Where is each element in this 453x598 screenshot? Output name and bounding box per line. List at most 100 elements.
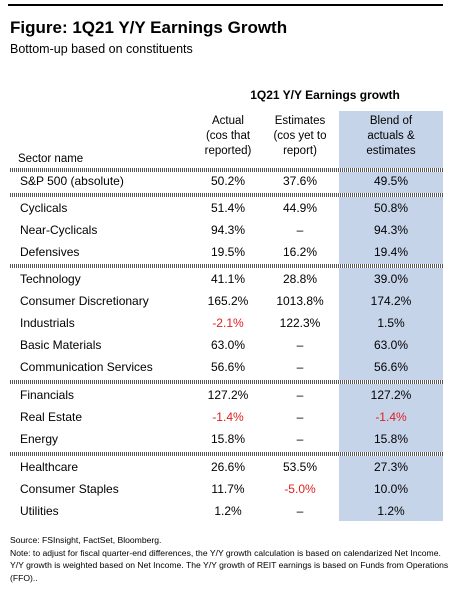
sector-name: Near-Cyclicals <box>20 223 98 237</box>
table-row: Utilities 1.2% – 1.2% <box>0 502 453 520</box>
blend-value: 19.4% <box>373 245 409 259</box>
table-row: Industrials -2.1% 122.3% 1.5% <box>0 314 453 332</box>
blend-value: 174.2% <box>370 294 412 308</box>
blend-value: 10.0% <box>373 482 409 496</box>
blend-value: 127.2% <box>370 388 412 402</box>
figure-subtitle: Bottom-up based on constituents <box>10 42 193 56</box>
actual-value: 165.2% <box>207 294 249 308</box>
actual-value: 1.2% <box>214 504 242 518</box>
table-row: Near-Cyclicals 94.3% – 94.3% <box>0 221 453 239</box>
actual-value: 11.7% <box>211 482 245 496</box>
row-separator <box>10 193 443 197</box>
estimates-value: 44.9% <box>282 201 318 215</box>
estimates-value: – <box>296 338 304 352</box>
sector-name: Defensives <box>20 245 80 259</box>
table-row: Energy 15.8% – 15.8% <box>0 430 453 448</box>
header-blend-line: Blend of <box>369 115 413 127</box>
sector-name: Communication Services <box>20 360 153 374</box>
table-group-header: 1Q21 Y/Y Earnings growth <box>250 88 400 102</box>
blend-value: 1.2% <box>377 504 405 518</box>
sector-name: Consumer Staples <box>20 482 119 496</box>
header-estimates: Estimates (cos yet to report) <box>266 114 334 159</box>
blend-value: 63.0% <box>373 338 409 352</box>
blend-value: 94.3% <box>373 223 409 237</box>
actual-value: 26.6% <box>210 460 246 474</box>
actual-value: 15.8% <box>210 432 246 446</box>
estimates-value: 53.5% <box>282 460 318 474</box>
sector-name: Healthcare <box>20 460 79 474</box>
sector-name: S&P 500 (absolute) <box>20 174 124 188</box>
methodology-note: Note: to adjust for fiscal quarter-end d… <box>10 547 449 583</box>
blend-value: 27.3% <box>373 460 409 474</box>
estimates-value: – <box>296 410 304 424</box>
table-row: Healthcare 26.6% 53.5% 27.3% <box>0 458 453 476</box>
actual-value-negative: -1.4% <box>212 410 244 424</box>
header-sector-name: Sector name <box>18 153 84 165</box>
estimates-value: 1013.8% <box>276 294 324 308</box>
blend-value: 39.0% <box>373 272 409 286</box>
table-row: Financials 127.2% – 127.2% <box>0 386 453 404</box>
actual-value-negative: -2.1% <box>212 316 244 330</box>
header-estimates-line: Estimates <box>274 115 326 127</box>
actual-value: 63.0% <box>210 338 246 352</box>
header-blend-line: estimates <box>366 145 416 157</box>
estimates-value: – <box>296 388 304 402</box>
sector-name: Consumer Discretionary <box>20 294 149 308</box>
estimates-value: – <box>296 432 304 446</box>
source-note: Source: FSInsight, FactSet, Bloomberg. <box>10 535 162 545</box>
table-row: Communication Services 56.6% – 56.6% <box>0 358 453 376</box>
estimates-value: – <box>296 223 304 237</box>
figure-title: Figure: 1Q21 Y/Y Earnings Growth <box>10 18 288 37</box>
actual-value: 56.6% <box>210 360 246 374</box>
table-row: Defensives 19.5% 16.2% 19.4% <box>0 243 453 261</box>
actual-value: 50.2% <box>210 174 246 188</box>
header-actual-line: reported) <box>204 145 252 157</box>
actual-value: 19.5% <box>210 245 246 259</box>
blend-value: 1.5% <box>377 316 405 330</box>
sector-name: Utilities <box>20 504 59 518</box>
header-actual-line: Actual <box>212 115 244 127</box>
table-row: Consumer Discretionary 165.2% 1013.8% 17… <box>0 292 453 310</box>
table-row: Consumer Staples 11.7% -5.0% 10.0% <box>0 480 453 498</box>
row-separator <box>10 380 443 384</box>
actual-value: 41.1% <box>210 272 246 286</box>
sector-name: Industrials <box>20 316 75 330</box>
table-row: S&P 500 (absolute) 50.2% 37.6% 49.5% <box>0 172 453 190</box>
blend-value: 50.8% <box>373 201 409 215</box>
footnotes: Source: FSInsight, FactSet, Bloomberg. N… <box>10 534 450 584</box>
table-row: Cyclicals 51.4% 44.9% 50.8% <box>0 199 453 217</box>
sector-name: Basic Materials <box>20 338 102 352</box>
actual-value: 127.2% <box>207 388 249 402</box>
blend-value: 15.8% <box>373 432 409 446</box>
header-actual-line: (cos that <box>205 130 251 142</box>
table-row: Technology 41.1% 28.8% 39.0% <box>0 270 453 288</box>
row-separator <box>10 168 443 172</box>
row-separator <box>10 264 443 268</box>
sector-name: Energy <box>20 432 59 446</box>
top-rule <box>8 4 443 6</box>
header-estimates-line: (cos yet to <box>273 130 327 142</box>
sector-name: Technology <box>20 272 81 286</box>
header-blend-line: actuals & <box>367 130 415 142</box>
estimates-value: 122.3% <box>279 316 321 330</box>
estimates-value-negative: -5.0% <box>284 482 316 496</box>
blend-value: 56.6% <box>373 360 409 374</box>
estimates-value: – <box>296 504 304 518</box>
estimates-value: 37.6% <box>282 174 318 188</box>
sector-name: Cyclicals <box>20 201 68 215</box>
actual-value: 94.3% <box>210 223 246 237</box>
estimates-value: 16.2% <box>282 245 318 259</box>
row-separator <box>10 452 443 456</box>
header-estimates-line: report) <box>283 145 317 157</box>
estimates-value: – <box>296 360 304 374</box>
sector-name: Financials <box>20 388 75 402</box>
blend-value-negative: -1.4% <box>375 410 407 424</box>
sector-name: Real Estate <box>20 410 83 424</box>
blend-value: 49.5% <box>373 174 409 188</box>
header-actual: Actual (cos that reported) <box>195 114 261 159</box>
actual-value: 51.4% <box>210 201 246 215</box>
table-row: Basic Materials 63.0% – 63.0% <box>0 336 453 354</box>
table-row: Real Estate -1.4% – -1.4% <box>0 408 453 426</box>
header-blend: Blend of actuals & estimates <box>339 114 443 159</box>
estimates-value: 28.8% <box>282 272 318 286</box>
